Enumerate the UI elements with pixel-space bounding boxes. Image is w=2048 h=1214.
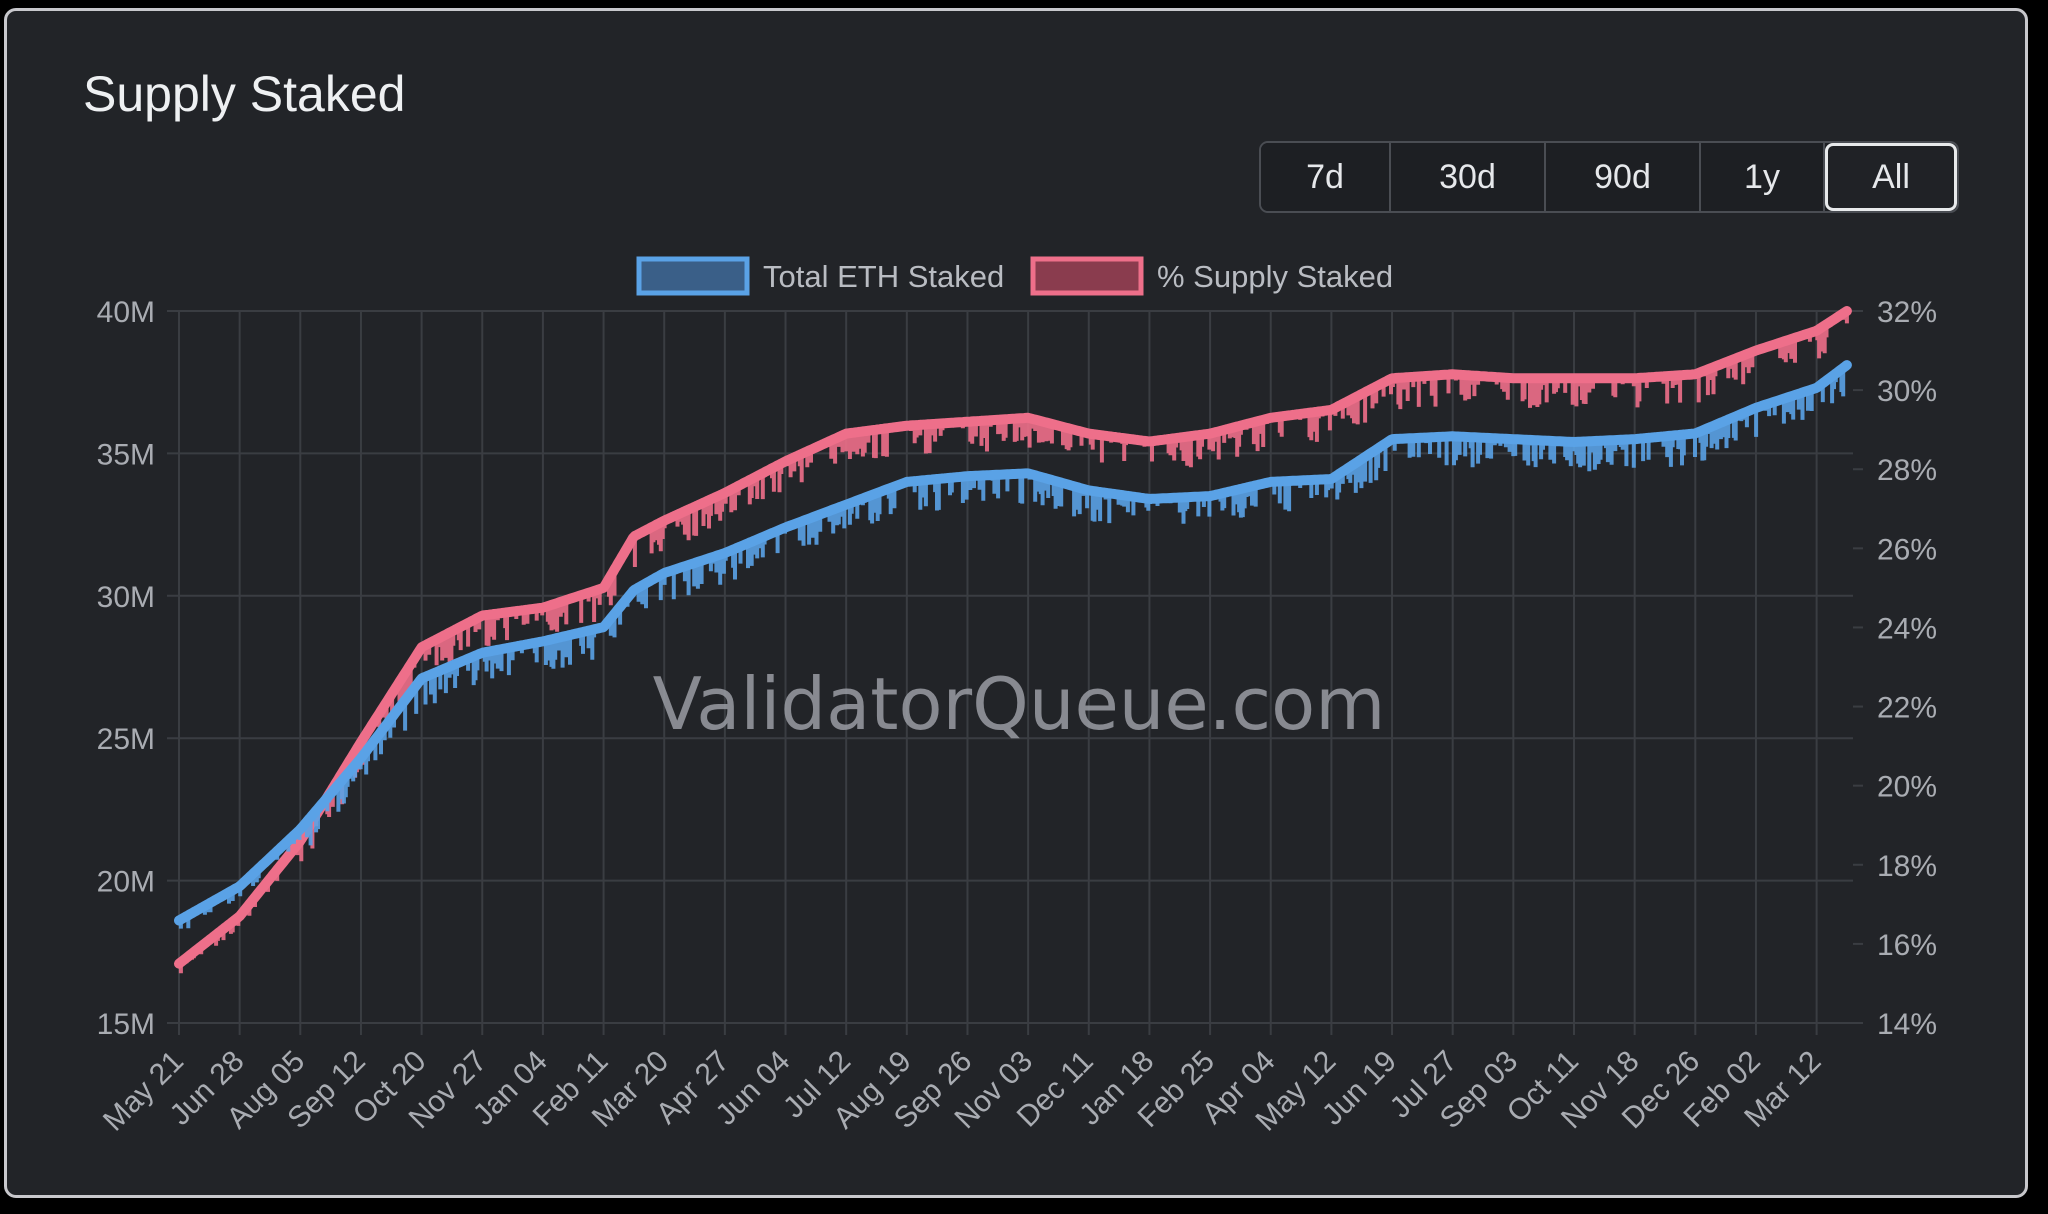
y-right-tick-label: 20% <box>1877 771 1937 804</box>
series-line <box>174 360 1852 926</box>
time-range-selector: 7d 30d 90d 1y All <box>1259 141 1959 213</box>
y-right-tick-label: 18% <box>1877 850 1937 883</box>
y-right-tick-label: 22% <box>1877 692 1937 725</box>
y-right-tick-label: 28% <box>1877 454 1937 487</box>
y-right-tick-label: 30% <box>1877 375 1937 408</box>
chart-series <box>174 306 1852 974</box>
series-pct-supply-staked <box>174 306 1852 974</box>
range-button-1y[interactable]: 1y <box>1701 143 1825 211</box>
y-right-tick-label: 26% <box>1877 533 1937 566</box>
range-button-90d[interactable]: 90d <box>1546 143 1701 211</box>
page-title: Supply Staked <box>83 66 406 122</box>
chart-legend: Total ETH Staked % Supply Staked <box>636 256 1393 296</box>
y-right-tick-label: 16% <box>1877 929 1937 962</box>
y-right-tick-label: 24% <box>1877 612 1937 645</box>
range-button-7d[interactable]: 7d <box>1261 143 1391 211</box>
legend-swatch <box>1030 256 1144 296</box>
series-total-eth-staked <box>174 360 1852 929</box>
legend-label[interactable]: Total ETH Staked <box>763 259 1004 294</box>
range-button-all[interactable]: All <box>1825 143 1957 211</box>
watermark: ValidatorQueue.com <box>653 662 1386 746</box>
legend-label[interactable]: % Supply Staked <box>1157 259 1393 294</box>
y-left-tick-label: 25M <box>97 723 155 756</box>
y-left-tick-label: 35M <box>97 438 155 471</box>
y-left-tick-label: 15M <box>97 1008 155 1041</box>
y-left-tick-label: 40M <box>97 296 155 329</box>
supply-staked-chart: Total ETH Staked % Supply Staked Validato… <box>97 256 1937 1138</box>
series-line <box>174 306 1852 969</box>
x-tick-label: May 21 <box>97 1045 190 1138</box>
y-left-tick-label: 20M <box>97 866 155 899</box>
y-right-tick-label: 32% <box>1877 296 1937 329</box>
legend-swatch <box>636 256 750 296</box>
y-right-tick-label: 14% <box>1877 1008 1937 1041</box>
chart-card: Supply Staked 7d 30d 90d 1y All Total ET… <box>4 8 2028 1198</box>
range-button-30d[interactable]: 30d <box>1391 143 1546 211</box>
y-left-tick-label: 30M <box>97 581 155 614</box>
